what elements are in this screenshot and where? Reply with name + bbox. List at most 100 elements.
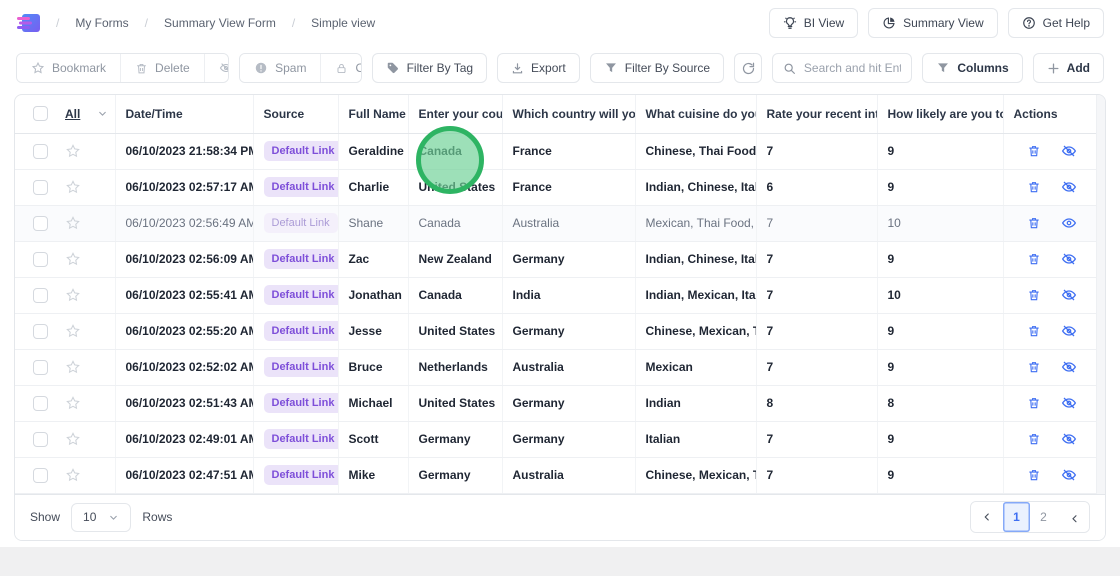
bi-view-button[interactable]: BI View [768,8,859,38]
page-size-select[interactable]: 10 [71,502,132,532]
column-header-source: Source [253,95,339,134]
bookmark-button[interactable]: Bookmark [17,54,122,82]
delete-row-icon[interactable] [1027,144,1041,158]
select-all-checkbox[interactable] [33,106,48,122]
prev-page-button[interactable] [971,502,1003,532]
eye-slash-icon[interactable] [1061,395,1077,411]
download-icon [511,62,524,75]
star-icon[interactable] [65,467,81,483]
eye-slash-icon[interactable] [1061,179,1077,195]
cell-likely: 9 [877,133,1004,170]
row-checkbox[interactable] [33,323,48,339]
star-icon[interactable] [65,431,81,447]
page-2-button[interactable]: 2 [1030,502,1057,532]
row-checkbox[interactable] [33,143,48,159]
columns-button[interactable]: Columns [922,53,1023,83]
eye-icon[interactable] [1061,215,1077,231]
eye-slash-icon[interactable] [1061,323,1077,339]
eye-slash-icon[interactable] [1061,467,1077,483]
open-button[interactable]: Open [321,54,361,82]
cell-cuisine: Mexican, Thai Food, Ja... [635,205,757,242]
table-row[interactable]: 06/10/2023 02:55:41 AM Default Link Jona… [15,277,1105,314]
row-checkbox[interactable] [33,467,48,483]
export-button[interactable]: Export [497,53,580,83]
cell-cuisine: Mexican [635,349,757,386]
next-page-button[interactable] [1057,502,1089,532]
filter-by-tag-button[interactable]: Filter By Tag [371,53,488,83]
cell-datetime: 06/10/2023 02:49:01 AM [115,421,254,458]
delete-row-icon[interactable] [1027,360,1041,374]
row-checkbox[interactable] [33,179,48,195]
page-1-button[interactable]: 1 [1003,502,1030,532]
table-header-row: All Date/Time Source Full Name Enter you… [15,95,1105,134]
table-row[interactable]: 06/10/2023 02:56:09 AM Default Link Zac … [15,241,1105,278]
toolbar: Bookmark Delete Unseen Spam [0,46,1120,94]
refresh-button[interactable] [734,53,762,83]
delete-row-icon[interactable] [1027,252,1041,266]
column-header-cuisine: What cuisine do you lo... [635,95,757,134]
eye-slash-icon[interactable] [1061,431,1077,447]
cell-source: Default Link [253,169,339,206]
eye-slash-icon[interactable] [1061,359,1077,375]
delete-row-icon[interactable] [1027,432,1041,446]
filter-by-source-button[interactable]: Filter By Source [589,53,725,83]
table-row[interactable]: 06/10/2023 02:55:20 AM Default Link Jess… [15,313,1105,350]
spam-button[interactable]: Spam [240,54,322,82]
delete-row-icon[interactable] [1027,324,1041,338]
select-all-dropdown[interactable]: All [65,106,81,121]
cell-full-name: Scott [338,421,409,458]
table-row[interactable]: 06/10/2023 02:52:02 AM Default Link Bruc… [15,349,1105,386]
delete-row-icon[interactable] [1027,216,1041,230]
breadcrumb-view-name[interactable]: Simple view [311,16,376,30]
delete-row-icon[interactable] [1027,288,1041,302]
cell-datetime: 06/10/2023 02:57:17 AM [115,169,254,206]
cell-country: Canada [408,133,503,170]
star-icon[interactable] [65,395,81,411]
star-icon[interactable] [65,251,81,267]
search-box[interactable] [771,53,913,83]
row-checkbox[interactable] [33,431,48,447]
row-checkbox[interactable] [33,287,48,303]
unseen-button[interactable]: Unseen [204,54,229,82]
cell-datetime: 06/10/2023 02:56:49 AM [115,205,254,242]
breadcrumb-my-forms[interactable]: My Forms [75,16,129,30]
vertical-scrollbar[interactable] [1096,95,1105,494]
delete-row-icon[interactable] [1027,180,1041,194]
table-row[interactable]: 06/10/2023 21:58:34 PM Default Link Gera… [15,133,1105,170]
delete-row-icon[interactable] [1027,396,1041,410]
column-header-full-name: Full Name [338,95,409,134]
breadcrumb-form-name[interactable]: Summary View Form [164,16,276,30]
star-icon[interactable] [65,179,81,195]
get-help-button[interactable]: Get Help [1007,8,1104,38]
add-button[interactable]: Add [1032,53,1104,83]
app-logo-icon[interactable] [16,13,42,33]
row-checkbox[interactable] [33,215,48,231]
eye-slash-icon[interactable] [1061,287,1077,303]
row-checkbox[interactable] [33,395,48,411]
summary-view-button[interactable]: Summary View [868,8,998,38]
delete-button[interactable]: Delete [121,54,205,82]
source-badge: Default Link [263,357,337,377]
star-icon[interactable] [65,143,81,159]
row-checkbox[interactable] [33,251,48,267]
star-icon[interactable] [65,215,81,231]
star-icon[interactable] [65,359,81,375]
table-row[interactable]: 06/10/2023 02:49:01 AM Default Link Scot… [15,421,1105,458]
delete-row-icon[interactable] [1027,468,1041,482]
cell-rate: 7 [756,313,878,350]
cell-country: United States [408,169,503,206]
eye-slash-icon[interactable] [1061,143,1077,159]
search-input[interactable] [803,61,902,75]
row-checkbox[interactable] [33,359,48,375]
star-icon[interactable] [65,287,81,303]
chevron-down-icon[interactable] [97,108,108,119]
table-row[interactable]: 06/10/2023 02:51:43 AM Default Link Mich… [15,385,1105,422]
table-row[interactable]: 06/10/2023 02:56:49 AM Default Link Shan… [15,205,1105,242]
cell-full-name: Michael [338,385,409,422]
table-row[interactable]: 06/10/2023 02:57:17 AM Default Link Char… [15,169,1105,206]
eye-slash-icon[interactable] [1061,251,1077,267]
star-icon[interactable] [65,323,81,339]
cell-visit-country: Germany [502,385,636,422]
column-header-rate: Rate your recent intera... [756,95,878,134]
table-row[interactable]: 06/10/2023 02:47:51 AM Default Link Mike… [15,457,1105,494]
